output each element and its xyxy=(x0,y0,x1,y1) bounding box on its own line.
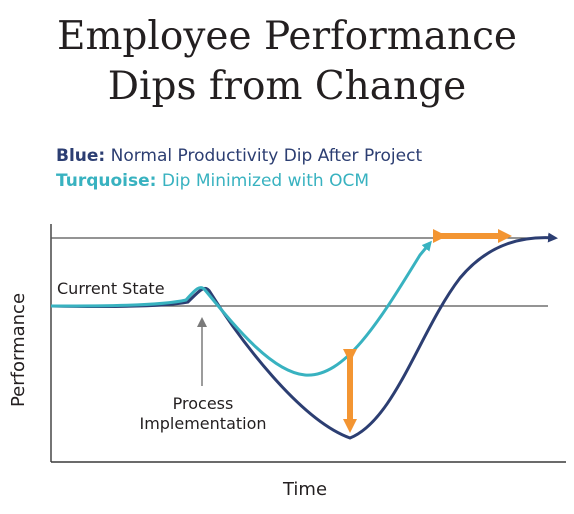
chart-title: Employee Performance Dips from Change xyxy=(0,12,574,112)
legend-turquoise: Turquoise: Dip Minimized with OCM xyxy=(56,169,422,194)
title-line-2: Dips from Change xyxy=(107,64,467,109)
title-line-1: Employee Performance xyxy=(56,14,517,59)
series-turquoise-line xyxy=(50,240,432,377)
legend-blue-text: Normal Productivity Dip After Project xyxy=(105,146,423,166)
y-axis-label: Performance xyxy=(8,293,29,407)
annotation-implementation: Implementation xyxy=(139,414,266,433)
series-blue-line xyxy=(50,232,558,440)
annotation-process: Process xyxy=(173,394,234,413)
legend-blue: Blue: Normal Productivity Dip After Proj… xyxy=(56,144,422,169)
legend-blue-key: Blue: xyxy=(56,146,106,166)
legend: Blue: Normal Productivity Dip After Proj… xyxy=(56,144,422,194)
legend-turquoise-text: Dip Minimized with OCM xyxy=(156,171,370,191)
annotation-current-state: Current State xyxy=(57,279,165,298)
x-axis-label: Time xyxy=(282,479,327,500)
legend-turquoise-key: Turquoise: xyxy=(56,171,157,191)
